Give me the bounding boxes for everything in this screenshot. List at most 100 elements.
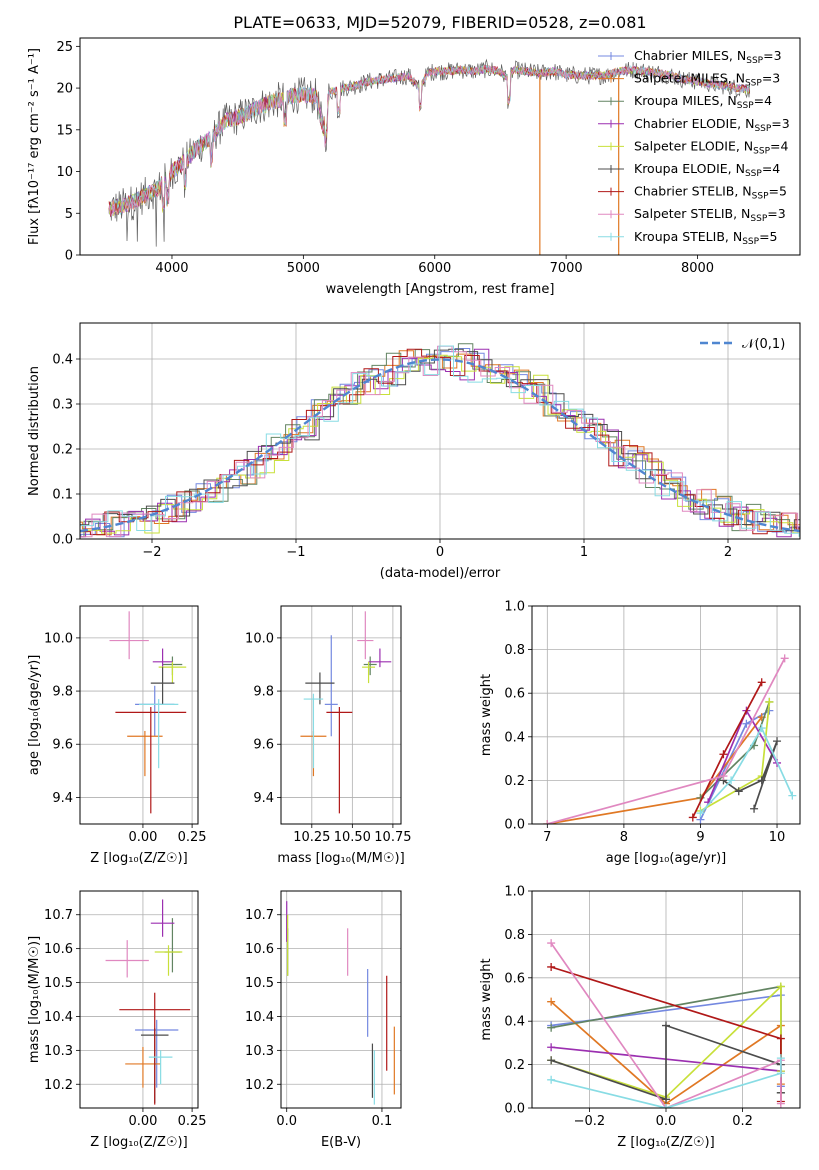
x-axis-label: Z [log₁₀(Z/Z☉)] xyxy=(617,1135,714,1150)
x-tick-label: 0.25 xyxy=(178,1114,207,1129)
histogram-series-4 xyxy=(80,348,800,538)
y-tick-label: 9.8 xyxy=(52,685,73,700)
x-tick-label: 0.0 xyxy=(656,1114,677,1129)
legend-subscript: SSP xyxy=(752,192,769,202)
legend-subscript: SSP xyxy=(737,101,754,111)
axes-frame xyxy=(79,890,199,1109)
y-axis-label: Normed distribution xyxy=(27,366,42,496)
y-tick-label: 1.0 xyxy=(504,885,525,900)
y-tick-label: 10.6 xyxy=(44,942,73,957)
y-tick-label: 10.5 xyxy=(245,976,274,991)
legend-label: Chabrier ELODIE, NSSP=3 xyxy=(634,116,790,134)
y-tick-label: 0.2 xyxy=(52,443,73,458)
y-tick-label: 20 xyxy=(56,82,73,97)
weight-point-marker xyxy=(547,962,556,971)
y-tick-label: 0.0 xyxy=(52,533,73,548)
x-tick-label: 10.25 xyxy=(293,830,330,845)
weight-point-marker xyxy=(696,809,705,818)
mass-vs-ebv-axes: 0.0 0.1 10.2 10.3 10.4 10.5 10.6 10.7 E(B-V) xyxy=(245,890,402,1150)
weight-point-marker xyxy=(776,1034,785,1043)
x-tick-label: 0.2 xyxy=(732,1114,753,1129)
weight-point-marker xyxy=(773,737,782,746)
weight-vs-age-axes: 7 8 9 10 0.0 0.2 0.4 0.6 0.8 1.0 age [log₁₀(age/yr… xyxy=(479,600,801,866)
weight-point-marker xyxy=(750,804,759,813)
weight-point-marker xyxy=(547,1023,556,1032)
weight-point-marker xyxy=(776,1069,785,1078)
mass-vs-metallicity-axes: 0.00 0.25 10.2 10.3 10.4 10.5 10.6 10.7 Z [log₁₀… xyxy=(27,890,207,1150)
x-axis-label: Z [log₁₀(Z/Z☉)] xyxy=(90,851,187,866)
y-tick-label: 0.2 xyxy=(504,1058,525,1073)
weight-series-5 xyxy=(550,984,782,1099)
y-axis-label: mass [log₁₀(M/M☉)] xyxy=(27,936,42,1063)
weight-vs-metallicity-axes: −0.2 0.0 0.2 0.0 0.2 0.4 0.6 0.8 1.0 Z [log₁₀(Z/Z… xyxy=(479,885,801,1150)
y-tick-label: 0.4 xyxy=(52,353,73,368)
plot-area xyxy=(543,654,797,824)
y-tick-label: 0.0 xyxy=(504,818,525,833)
x-axis-label: age [log₁₀(age/yr)] xyxy=(606,851,727,866)
weight-series-7 xyxy=(692,681,763,818)
x-tick-label: 10 xyxy=(769,830,786,845)
x-tick-label: 0.1 xyxy=(372,1114,393,1129)
age-vs-mass-axes: 10.25 10.50 10.75 9.4 9.6 9.8 10.0 mass [log₁₀(… xyxy=(245,605,412,866)
x-axis-label: E(B-V) xyxy=(321,1135,361,1150)
y-tick-label: 0.0 xyxy=(504,1102,525,1117)
y-tick-label: 9.6 xyxy=(52,738,73,753)
weight-point-marker xyxy=(734,787,743,796)
axes-frame xyxy=(280,605,402,825)
x-tick-label: 2 xyxy=(724,545,732,560)
y-tick-label: 10.2 xyxy=(245,1078,274,1093)
weight-point-marker xyxy=(776,1054,785,1063)
x-tick-label: 7 xyxy=(543,830,551,845)
legend-value: =4 xyxy=(770,138,788,153)
x-tick-label: −0.2 xyxy=(574,1114,606,1129)
spectrum-series-8 xyxy=(108,64,750,217)
y-axis-label: mass weight xyxy=(479,674,494,756)
y-tick-label: 0.8 xyxy=(504,928,525,943)
weight-point-marker xyxy=(543,820,552,824)
legend-label: Salpeter STELIB, NSSP=3 xyxy=(634,206,786,224)
spectrum-series-9 xyxy=(108,64,751,216)
x-tick-label: 5000 xyxy=(287,261,320,276)
histogram-series-8 xyxy=(80,345,800,538)
x-tick-label: 7000 xyxy=(550,261,583,276)
weight-point-marker xyxy=(719,750,728,759)
x-tick-label: 0.00 xyxy=(128,1114,157,1129)
y-tick-label: 0 xyxy=(65,249,73,264)
figure-title: PLATE=0633, MJD=52079, FIBERID=0528, z=0… xyxy=(233,13,646,32)
y-tick-label: 5 xyxy=(65,207,73,222)
y-tick-label: 10.3 xyxy=(245,1044,274,1059)
y-tick-label: 9.4 xyxy=(253,791,274,806)
x-tick-label: 9 xyxy=(696,830,704,845)
legend-subscript: SSP xyxy=(742,237,759,247)
y-tick-label: 0.1 xyxy=(52,488,73,503)
weight-series-8 xyxy=(550,942,782,1108)
y-axis-label: age [log₁₀(age/yr)] xyxy=(27,655,42,776)
weight-point-marker xyxy=(765,697,774,706)
y-tick-label: 0.4 xyxy=(504,730,525,745)
y-tick-label: 10.0 xyxy=(44,631,73,646)
y-axis-label: Flux [fλ10⁻¹⁷ erg cm⁻² s⁻¹ A⁻¹] xyxy=(27,48,42,245)
y-tick-label: 25 xyxy=(56,40,73,55)
plot-area xyxy=(286,901,395,1105)
legend-value: =4 xyxy=(754,93,772,108)
x-tick-label: 6000 xyxy=(418,261,451,276)
histogram-series-9 xyxy=(80,345,800,537)
y-tick-label: 9.6 xyxy=(253,738,274,753)
weight-point-marker xyxy=(742,719,751,728)
y-tick-label: 9.4 xyxy=(52,791,73,806)
axes-frame xyxy=(79,605,199,825)
age-vs-metallicity-axes: 0.00 0.25 9.4 9.6 9.8 10.0 Z [log₁₀(Z/Z☉)] age … xyxy=(27,605,207,866)
weight-point-marker xyxy=(788,791,797,800)
weight-point-marker xyxy=(757,724,766,733)
y-tick-label: 0.6 xyxy=(504,687,525,702)
x-tick-label: 0.00 xyxy=(128,830,157,845)
x-axis-label: mass [log₁₀(M/M☉)] xyxy=(277,851,404,866)
y-tick-label: 10.0 xyxy=(245,631,274,646)
x-tick-label: 10.75 xyxy=(374,830,411,845)
legend-value: =3 xyxy=(762,71,780,86)
y-tick-label: 10 xyxy=(56,165,73,180)
weight-point-marker xyxy=(757,678,766,687)
weight-point-marker xyxy=(547,1075,556,1084)
weight-point-marker xyxy=(547,997,556,1006)
